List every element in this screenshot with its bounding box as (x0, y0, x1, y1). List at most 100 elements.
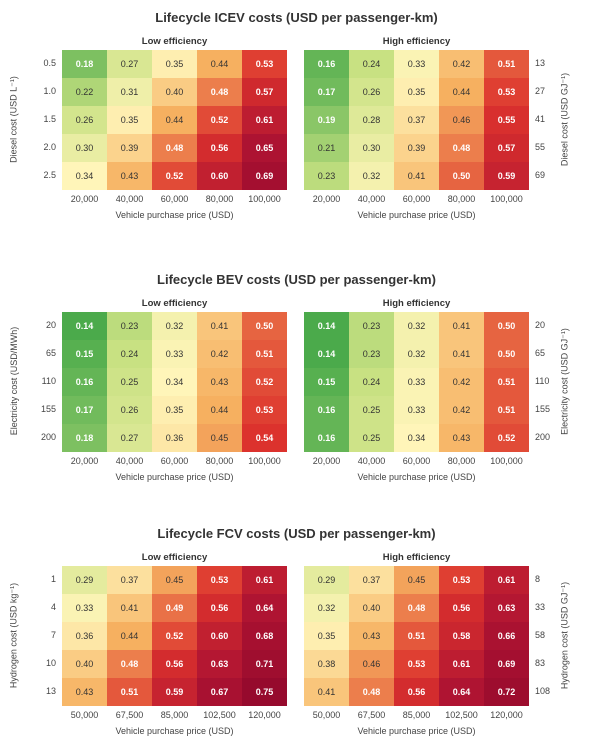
heatmap-cell: 0.18 (62, 424, 107, 452)
heatmap-cell: 0.48 (152, 134, 197, 162)
heatmap-cell: 0.30 (62, 134, 107, 162)
heatmap-cell: 0.51 (242, 340, 287, 368)
heatmap-cell: 0.45 (152, 566, 197, 594)
heatmap-cell: 0.52 (242, 368, 287, 396)
y-tick-label: 20 (45, 320, 56, 330)
heatmap-cell: 0.36 (62, 622, 107, 650)
heatmap-cell: 0.41 (107, 594, 152, 622)
heatmap-cell: 0.27 (107, 424, 152, 452)
heatmap-cell: 0.51 (394, 622, 439, 650)
heatmap-cell: 0.17 (304, 78, 349, 106)
x-tick-label: 60,000 (160, 194, 189, 204)
heatmap-cell: 0.28 (349, 106, 394, 134)
heatmap-cell: 0.53 (242, 50, 287, 78)
heatmap-cell: 0.35 (107, 106, 152, 134)
heatmap-cell: 0.34 (62, 162, 107, 190)
heatmap-cell: 0.31 (107, 78, 152, 106)
panel-title: Low efficiency (141, 552, 208, 563)
heatmap-cell: 0.44 (152, 106, 197, 134)
heatmap-cell: 0.48 (107, 650, 152, 678)
heatmap-cell: 0.41 (197, 312, 242, 340)
heatmap-cell: 0.52 (484, 424, 529, 452)
x-tick-label: 102,500 (445, 710, 478, 720)
y-tick-label: 65 (45, 348, 56, 358)
heatmap-cell: 0.42 (439, 396, 484, 424)
y-right-axis-title: Hydrogen cost (USD GJ⁻¹) (559, 581, 570, 690)
heatmap-cell: 0.43 (349, 622, 394, 650)
heatmap-cell: 0.48 (349, 678, 394, 706)
heatmap-cell: 0.45 (394, 566, 439, 594)
heatmap-cell: 0.30 (349, 134, 394, 162)
heatmap-cell: 0.18 (62, 50, 107, 78)
heatmap-cell: 0.41 (439, 340, 484, 368)
y-right-tick-label: 33 (535, 602, 546, 612)
heatmap-cell: 0.44 (197, 50, 242, 78)
heatmap-cell: 0.35 (152, 396, 197, 424)
y-right-axis-title: Diesel cost (USD GJ⁻¹) (559, 72, 570, 167)
x-axis-title: Vehicle purchase price (USD) (357, 472, 476, 482)
x-tick-label: 85,000 (160, 710, 189, 720)
heatmap-grid: 0.29 0.37 0.45 0.53 0.61 0.32 0.40 0.48 0.56 0.63… (304, 566, 529, 706)
heatmap-cell: 0.23 (304, 162, 349, 190)
heatmap-cell: 0.43 (197, 368, 242, 396)
x-tick-label: 120,000 (490, 710, 523, 720)
panel-title: High efficiency (382, 36, 451, 47)
heatmap-cell: 0.35 (304, 622, 349, 650)
heatmap-cell: 0.59 (484, 162, 529, 190)
heatmap-cell: 0.21 (304, 134, 349, 162)
y-right-tick-label: 108 (535, 686, 551, 696)
heatmap-cell: 0.33 (394, 50, 439, 78)
y-tick-label: 1.5 (43, 114, 56, 124)
heatmap-cell: 0.25 (349, 424, 394, 452)
heatmap-cell: 0.51 (107, 678, 152, 706)
heatmap-cell: 0.40 (349, 594, 394, 622)
heatmap-cell: 0.44 (439, 78, 484, 106)
y-tick-label: 7 (50, 630, 56, 640)
x-tick-label: 40,000 (115, 456, 144, 466)
x-tick-label: 20,000 (70, 194, 99, 204)
heatmap-cell: 0.15 (62, 340, 107, 368)
x-tick-label: 102,500 (203, 710, 236, 720)
y-right-tick-label: 8 (535, 574, 541, 584)
heatmap-cell: 0.38 (304, 650, 349, 678)
heatmap-cell: 0.56 (197, 134, 242, 162)
heatmap-cell: 0.35 (152, 50, 197, 78)
heatmap-cell: 0.39 (107, 134, 152, 162)
heatmap-cell: 0.43 (107, 162, 152, 190)
heatmap-cell: 0.64 (439, 678, 484, 706)
heatmap-cell: 0.63 (197, 650, 242, 678)
heatmap-cell: 0.46 (349, 650, 394, 678)
heatmap-cell: 0.56 (394, 678, 439, 706)
heatmap-cell: 0.41 (304, 678, 349, 706)
heatmap-cell: 0.50 (439, 162, 484, 190)
chart-title: Lifecycle ICEV costs (USD per passenger-… (155, 10, 438, 25)
heatmap-cell: 0.56 (197, 594, 242, 622)
heatmap-cell: 0.32 (394, 312, 439, 340)
y-right-tick-label: 13 (535, 58, 546, 68)
x-tick-label: 67,500 (115, 710, 144, 720)
y-axis-title: Diesel cost (USD L⁻¹) (8, 76, 19, 163)
y-tick-label: 110 (41, 376, 56, 386)
heatmap-section: Lifecycle BEV costs (USD per passenger-k… (0, 262, 593, 492)
y-right-tick-label: 58 (535, 630, 546, 640)
x-axis-title: Vehicle purchase price (USD) (115, 726, 234, 736)
chart-title: Lifecycle FCV costs (USD per passenger-k… (157, 526, 436, 541)
heatmap-cell: 0.25 (349, 396, 394, 424)
x-tick-label: 50,000 (312, 710, 341, 720)
heatmap-cell: 0.29 (62, 566, 107, 594)
panel-title: Low efficiency (141, 298, 208, 309)
heatmap-cell: 0.26 (349, 78, 394, 106)
y-right-axis-title: Electricity cost (USD GJ⁻¹) (559, 328, 570, 435)
x-tick-label: 20,000 (70, 456, 99, 466)
heatmap-cell: 0.52 (152, 622, 197, 650)
heatmap-cell: 0.46 (439, 106, 484, 134)
heatmap-cell: 0.53 (439, 566, 484, 594)
heatmap-cell: 0.51 (484, 368, 529, 396)
heatmap-cell: 0.49 (152, 594, 197, 622)
heatmap-cell: 0.14 (304, 312, 349, 340)
heatmap-cell: 0.52 (152, 162, 197, 190)
x-tick-label: 100,000 (248, 194, 281, 204)
heatmap-cell: 0.63 (484, 594, 529, 622)
heatmap-cell: 0.42 (439, 50, 484, 78)
